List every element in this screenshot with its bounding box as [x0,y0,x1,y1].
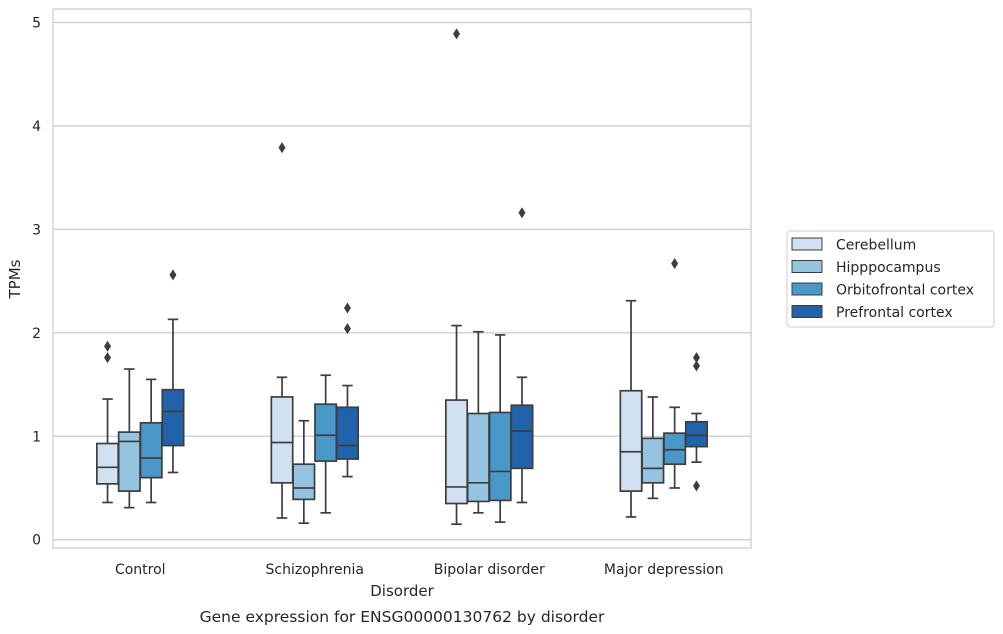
series-hipppocampus [117,330,665,525]
box-iqr [663,432,687,466]
x-tick-label: Major depression [604,562,724,578]
plot-area-frame [52,8,752,549]
outlier-point [169,269,177,281]
box-iqr [619,389,643,492]
box-control [139,378,163,504]
y-axis-ticks: 0 1 2 3 4 5 [32,15,41,548]
x-tick-label: Control [115,562,166,578]
box-iqr [466,412,490,503]
y-tick-label: 5 [32,15,41,31]
box-control [161,269,185,474]
box-schizophrenia [335,302,360,478]
outlier-point [278,142,286,154]
x-axis-ticks: Control Schizophrenia Bipolar disorder Majo… [115,562,724,578]
box-schizophrenia [314,374,338,514]
box-bipolar-disorder [488,334,512,523]
box-bipolar-disorder [444,28,469,526]
outlier-point [343,302,351,314]
legend-swatch [791,305,823,318]
box-bipolar-disorder [510,207,534,504]
legend-swatch [791,260,823,273]
outlier-point [671,257,679,269]
box-iqr [161,388,185,447]
chart-caption: Gene expression for ENSG00000130762 by d… [200,608,605,626]
outlier-point [453,28,461,40]
box-iqr [488,411,512,502]
series-cerebellum [95,28,643,526]
legend-label: Hipppocampus [836,260,941,276]
y-axis-label: TPMs [6,259,24,299]
outlier-point [518,207,526,219]
x-axis-label: Disorder [370,582,434,600]
box-series-group [95,28,709,526]
outlier-point [343,323,351,335]
y-tick-label: 0 [32,533,41,549]
series-orbitofrontal-cortex [139,257,687,523]
box-control [95,340,120,504]
box-iqr [335,406,360,460]
legend: Cerebellum Hipppocampus Orbitofrontal cort… [786,230,995,328]
box-iqr [95,442,120,485]
outlier-point [104,340,112,352]
outlier-point [104,352,112,364]
y-tick-label: 1 [32,429,41,445]
box-major-depression [663,257,687,489]
y-tick-label: 4 [32,119,41,135]
legend-swatch [791,282,823,296]
series-prefrontal-cortex [161,207,709,504]
legend-frame [786,230,995,328]
box-iqr [684,420,709,448]
legend-swatch [791,237,823,251]
box-iqr [139,421,163,479]
legend-label: Orbitofrontal cortex [836,283,974,299]
y-tick-label: 2 [32,326,41,342]
box-iqr [510,404,534,470]
outlier-point [692,360,700,372]
box-schizophrenia [292,419,316,525]
box-iqr [641,437,665,484]
outlier-point [692,480,700,492]
x-tick-label: Schizophrenia [266,562,364,578]
legend-label: Prefrontal cortex [836,305,953,321]
legend-label: Cerebellum [836,238,916,254]
box-major-depression [684,352,709,492]
box-schizophrenia [270,142,294,519]
box-iqr [444,399,469,505]
box-iqr [292,463,316,501]
box-iqr [314,403,338,462]
outlier-point [692,352,700,364]
y-tick-label: 3 [32,222,41,238]
x-tick-label: Bipolar disorder [434,562,545,578]
box-iqr [270,396,294,484]
